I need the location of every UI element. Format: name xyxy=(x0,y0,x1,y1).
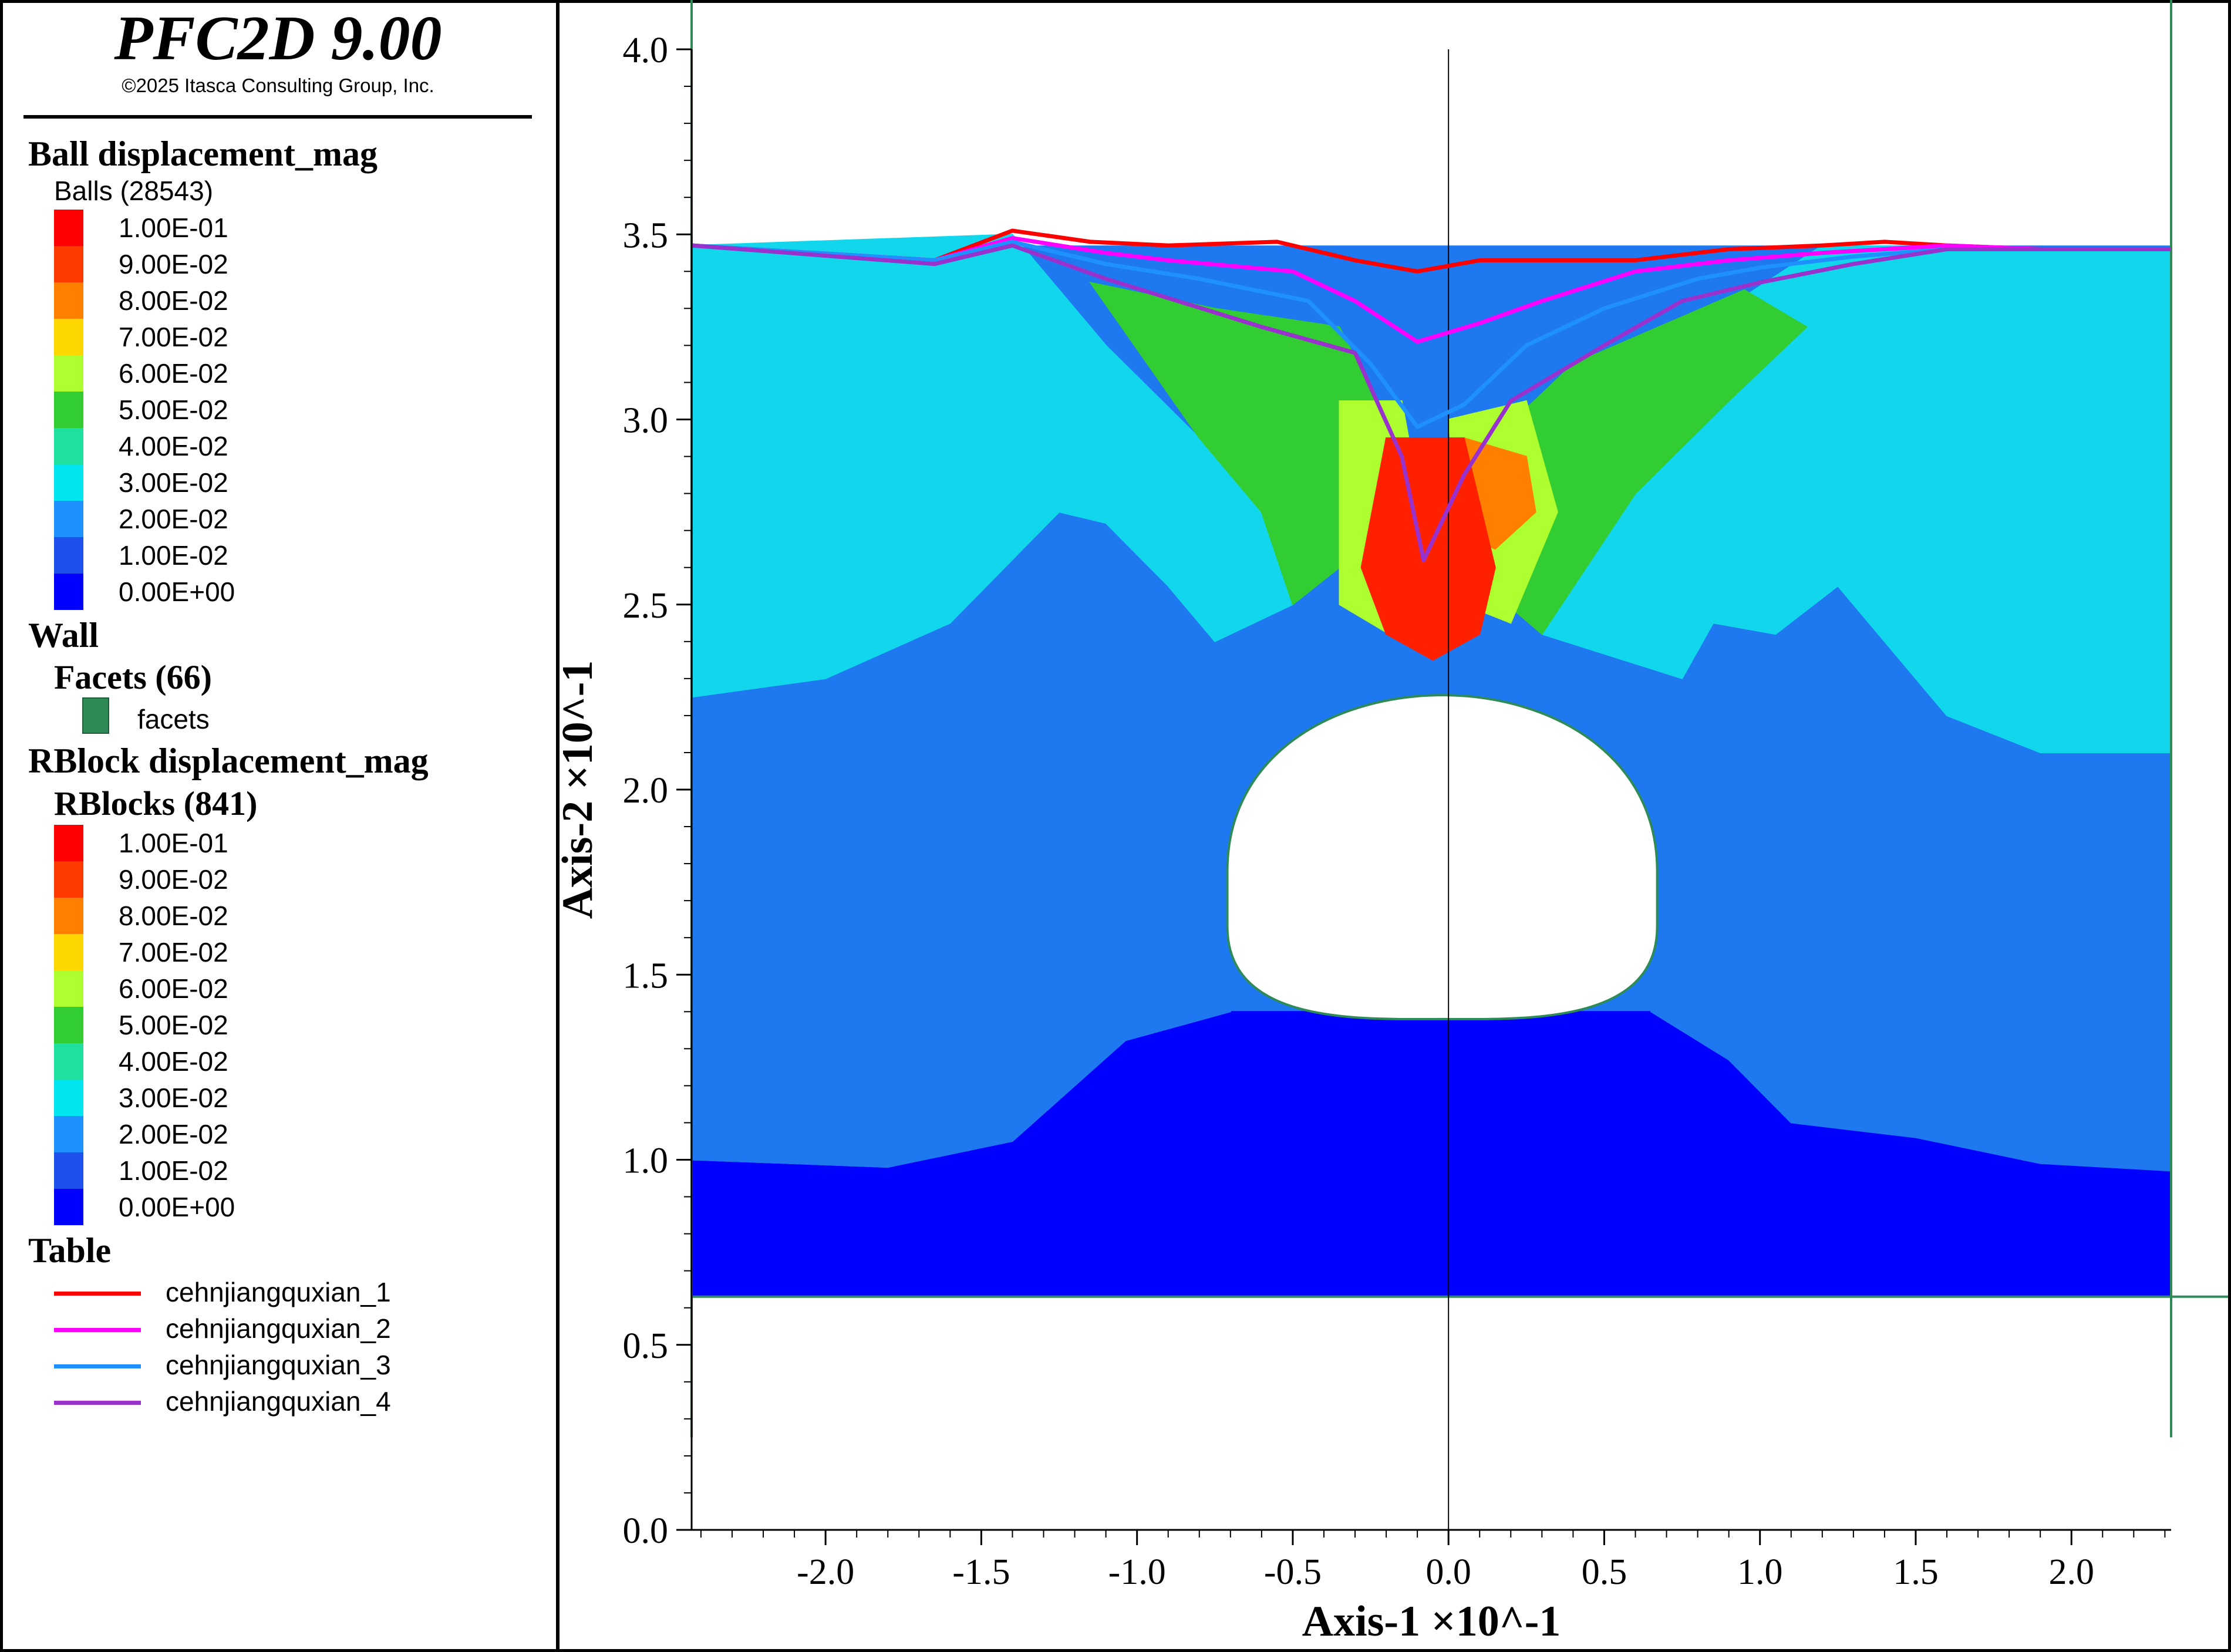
y-tick-label: 4.0 xyxy=(623,31,669,70)
ball-legend-count: Balls (28543) xyxy=(54,176,214,206)
y-tick-label: 1.0 xyxy=(623,1141,669,1181)
axes-group: 0.0 0.5 1.0 1.5 2.0 2.5 3.0 3.5 4.0 -2.0 -1.5 -1.0 -… xyxy=(623,31,2171,1592)
table-series-line xyxy=(54,1364,141,1368)
settlement-curves xyxy=(691,228,2171,562)
y-tick-label: 3.5 xyxy=(623,215,669,255)
rblock-swatch-label: 6.00E-02 xyxy=(119,973,228,1004)
y-tick-label: 3.0 xyxy=(623,401,669,441)
ball-swatch-label: 5.00E-02 xyxy=(119,395,228,425)
model-chart[interactable]: 0.0 0.5 1.0 1.5 2.0 2.5 3.0 3.5 4.0 -2.0 -1.5 -1.0 -… xyxy=(554,0,2228,1649)
ball-swatch xyxy=(54,537,83,574)
ball-swatch-label: 9.00E-02 xyxy=(119,249,228,279)
rblock-swatch xyxy=(54,861,83,898)
rblock-legend-heading: RBlock displacement_mag xyxy=(28,741,429,780)
ball-swatch xyxy=(54,574,83,610)
rblock-swatch xyxy=(54,1080,83,1116)
copyright-text: ©2025 Itasca Consulting Group, Inc. xyxy=(122,75,434,96)
displacement-region xyxy=(691,234,1294,698)
ball-swatch xyxy=(54,282,83,319)
table-series-label: cehnjiangquxian_2 xyxy=(166,1313,391,1344)
table-legend-heading: Table xyxy=(28,1231,112,1270)
rblock-swatch xyxy=(54,1043,83,1080)
panel-divider xyxy=(556,0,560,1652)
rblock-swatch-label: 8.00E-02 xyxy=(119,901,228,931)
table-series-label: cehnjiangquxian_4 xyxy=(166,1386,391,1417)
rblock-swatch xyxy=(54,1189,83,1225)
ball-swatch-label: 1.00E-01 xyxy=(119,213,228,243)
ball-swatch-label: 8.00E-02 xyxy=(119,285,228,316)
x-axis-label: Axis-1 ×10^-1 xyxy=(1302,1597,1561,1646)
x-tick-label: -1.0 xyxy=(1108,1552,1166,1592)
legend-separator xyxy=(23,115,532,119)
rblock-swatch xyxy=(54,898,83,934)
rblock-swatch-label: 5.00E-02 xyxy=(119,1010,228,1040)
ball-swatch xyxy=(54,392,83,428)
app-title: PFC2D 9.00 xyxy=(114,4,442,73)
ball-swatch xyxy=(54,319,83,355)
wall-legend-heading: Wall xyxy=(28,616,99,655)
rblock-swatch xyxy=(54,825,83,861)
table-series-line xyxy=(54,1401,141,1405)
x-tick-label: 1.5 xyxy=(1893,1552,1939,1592)
settlement-curve-cehnjiangquxian_1 xyxy=(691,228,2171,274)
ball-swatch xyxy=(54,210,83,246)
table-series-label: cehnjiangquxian_1 xyxy=(166,1277,391,1307)
ball-swatch-label: 4.00E-02 xyxy=(119,431,228,461)
y-tick-label: 2.5 xyxy=(623,586,669,626)
tunnel-group xyxy=(1226,694,1659,1021)
x-tick-label: -0.5 xyxy=(1264,1552,1322,1592)
rblock-swatch xyxy=(54,1152,83,1189)
ball-swatch-label: 0.00E+00 xyxy=(119,576,235,607)
ball-swatch-label: 3.00E-02 xyxy=(119,467,228,498)
x-tick-label: -1.5 xyxy=(952,1552,1010,1592)
rblock-swatch-label: 1.00E-02 xyxy=(119,1155,228,1186)
rblock-swatch-label: 4.00E-02 xyxy=(119,1046,228,1077)
rblock-swatch xyxy=(54,934,83,970)
y-tick-label: 0.0 xyxy=(623,1511,669,1551)
y-axis-label: Axis-2 ×10^-1 xyxy=(560,660,602,919)
x-tick-label: 0.5 xyxy=(1582,1552,1627,1592)
ball-swatch-label: 6.00E-02 xyxy=(119,358,228,389)
legend-panel: PFC2D 9.00 ©2025 Itasca Consulting Group… xyxy=(0,0,556,1652)
tunnel-opening xyxy=(1226,694,1659,1021)
rblock-swatch xyxy=(54,970,83,1007)
settlement-curve-cehnjiangquxian_4 xyxy=(691,243,2171,562)
y-tick-label: 0.5 xyxy=(623,1326,669,1366)
ball-swatch xyxy=(54,464,83,501)
table-series-line xyxy=(54,1292,141,1296)
rblock-swatch-label: 1.00E-01 xyxy=(119,828,228,858)
facet-label: facets xyxy=(137,704,210,734)
x-tick-label: -2.0 xyxy=(797,1552,854,1592)
settlement-curve-cehnjiangquxian_3 xyxy=(691,240,2171,429)
ball-swatch-label: 7.00E-02 xyxy=(119,322,228,352)
rblock-swatch-label: 2.00E-02 xyxy=(119,1119,228,1149)
ball-swatch xyxy=(54,428,83,464)
x-tick-label: 0.0 xyxy=(1425,1552,1471,1592)
rblock-swatch-label: 9.00E-02 xyxy=(119,864,228,895)
rblock-swatch xyxy=(54,1116,83,1152)
table-series-label: cehnjiangquxian_3 xyxy=(166,1350,391,1380)
facet-color-swatch xyxy=(82,697,109,734)
rblock-swatch-label: 7.00E-02 xyxy=(119,937,228,967)
rblock-legend-count: RBlocks (841) xyxy=(54,784,258,822)
y-tick-label: 1.5 xyxy=(623,956,669,996)
x-tick-label: 1.0 xyxy=(1737,1552,1783,1592)
rblock-swatch-label: 3.00E-02 xyxy=(119,1083,228,1113)
rblock-swatch xyxy=(54,1007,83,1043)
ball-swatch xyxy=(54,501,83,537)
y-tick-label: 2.0 xyxy=(623,771,669,811)
ball-swatch xyxy=(54,355,83,392)
ball-legend-heading: Ball displacement_mag xyxy=(28,134,378,173)
ball-swatch-label: 2.00E-02 xyxy=(119,504,228,534)
settlement-curve-cehnjiangquxian_2 xyxy=(691,236,2171,344)
table-series-line xyxy=(54,1328,141,1332)
ball-swatch xyxy=(54,246,83,282)
displacement-region xyxy=(1463,289,1808,635)
x-tick-label: 2.0 xyxy=(2048,1552,2094,1592)
wall-facets-count: Facets (66) xyxy=(54,658,212,696)
rblock-swatch-label: 0.00E+00 xyxy=(119,1192,235,1222)
ball-swatch-label: 1.00E-02 xyxy=(119,540,228,571)
model-plot-area[interactable]: 0.0 0.5 1.0 1.5 2.0 2.5 3.0 3.5 4.0 -2.0 -1.5 -1.0 -… xyxy=(554,0,2228,1649)
